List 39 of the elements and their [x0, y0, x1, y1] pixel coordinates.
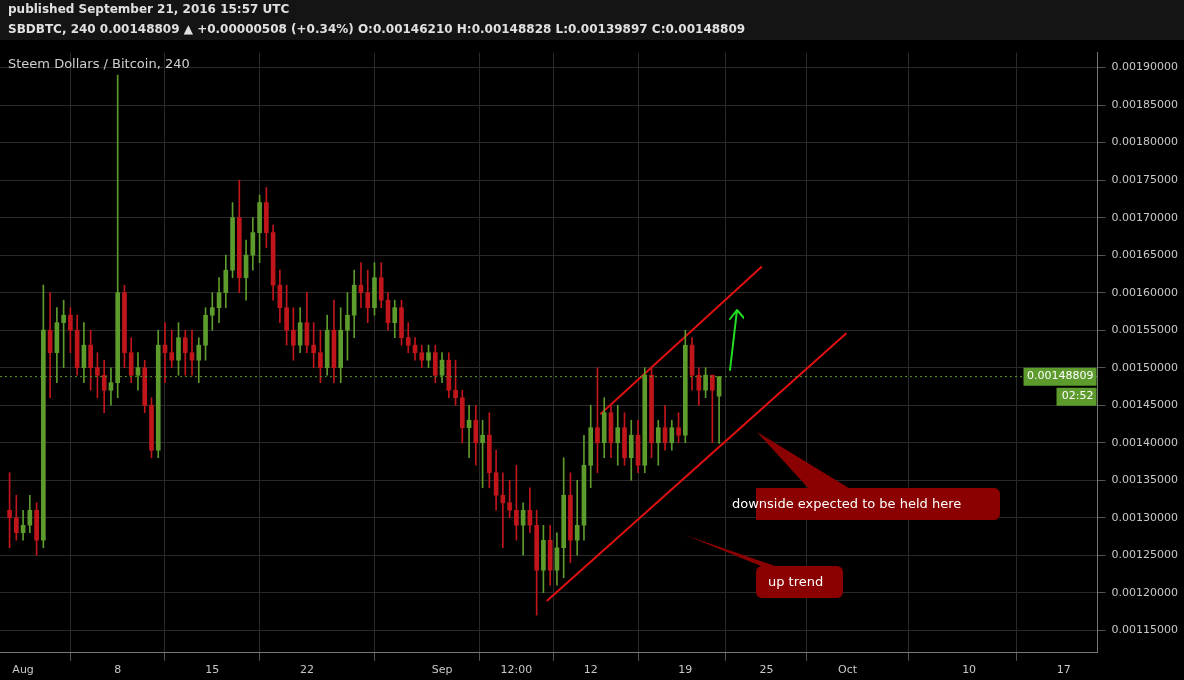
candlestick [169, 329, 175, 369]
annotation: up trend [767, 573, 825, 591]
x-tick-label: 10 [962, 663, 977, 677]
x-tick-label: 19 [678, 663, 693, 677]
annotation: 02:52 [1061, 389, 1094, 403]
y-tick-label: 0.00185000 [1111, 97, 1178, 111]
chart-title: published September 21, 2016 15:57 UTC [7, 1, 291, 18]
y-tick-label: 0.00180000 [1111, 135, 1178, 149]
y-tick-label: 0.00115000 [1111, 623, 1178, 637]
candlestick [189, 329, 195, 376]
y-tick-label: 0.00145000 [1111, 398, 1178, 412]
y-tick-label: 0.00125000 [1111, 548, 1178, 562]
candlestick [574, 479, 580, 556]
x-tick-label: Aug [12, 663, 34, 677]
y-tick-label: 0.00165000 [1111, 248, 1178, 262]
annotation: Steem Dollars / Bitcoin, 240 [8, 55, 190, 71]
x-tick-label: Sep [431, 663, 453, 677]
y-tick-label: 0.00190000 [1111, 60, 1178, 74]
y-tick-label: 0.00140000 [1111, 435, 1178, 449]
x-tick-label: 8 [114, 663, 122, 677]
x-tick-label: 12:00 [500, 663, 533, 677]
y-tick-label: 0.00160000 [1111, 285, 1178, 299]
x-tick-label: 25 [759, 663, 774, 677]
x-tick-label: 12 [583, 663, 598, 677]
candlestick [209, 292, 215, 331]
y-tick-label: 0.00175000 [1111, 173, 1178, 186]
y-tick-label: 0.00150000 [1111, 360, 1178, 374]
x-tick-label: 22 [299, 663, 314, 677]
y-tick-label: 0.00135000 [1111, 473, 1178, 487]
x-tick-label: Oct [837, 663, 858, 677]
y-tick-label: 0.00120000 [1111, 585, 1178, 599]
ref-line-label: 0.00148809 [1027, 369, 1094, 383]
y-tick-label: 0.00170000 [1111, 210, 1178, 224]
y-tick-label: 0.00130000 [1111, 510, 1178, 524]
annotation: downside expected to be held here [731, 495, 963, 513]
x-tick-label: 15 [205, 663, 220, 677]
x-tick-label: 17 [1056, 663, 1071, 677]
y-tick-label: 0.00155000 [1111, 323, 1178, 337]
chart-subtitle: SBDBTC, 240 0.00148809 ▲ +0.00000508 (+0.34%) O:0.00146210 H:0.00148828 L:0.00139897 C:0.00148809 [7, 22, 747, 38]
